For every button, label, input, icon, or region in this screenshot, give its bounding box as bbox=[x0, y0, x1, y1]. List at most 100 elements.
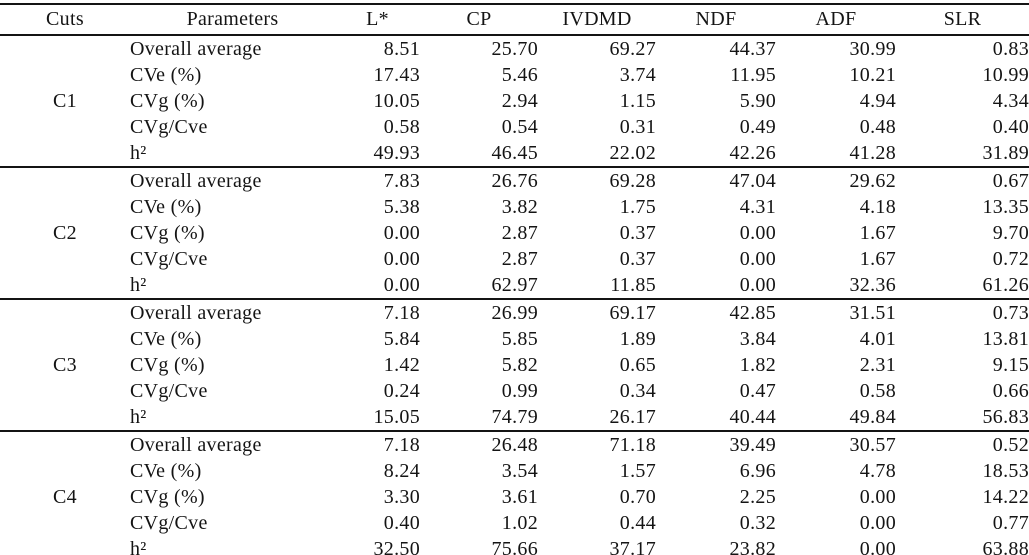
value-cell: 10.05 bbox=[373, 90, 420, 112]
table-row: C4 Overall average 7.18 26.48 71.18 39.49 30.5… bbox=[0, 430, 1029, 555]
column-header-cp: CP bbox=[420, 4, 538, 36]
value-cell: 0.65 bbox=[619, 354, 656, 376]
value-cell: 7.18 bbox=[335, 298, 420, 326]
value-cell: 69.17 bbox=[538, 298, 656, 326]
value-cell: 1.15 bbox=[619, 90, 656, 112]
value-cell: 26.76 bbox=[420, 166, 538, 194]
value-cell: 0.40 bbox=[383, 512, 420, 534]
value-cell: 42.85 bbox=[656, 298, 776, 326]
value-cell: 4.18 bbox=[859, 196, 896, 218]
value-cell: 11.95 bbox=[730, 64, 776, 86]
value-cell: 1.67 bbox=[859, 248, 896, 270]
value-cell: 0.31 bbox=[619, 116, 656, 138]
value-cell: 18.53 bbox=[982, 460, 1029, 482]
column-header-l-star: L* bbox=[335, 4, 420, 36]
column-header-ndf: NDF bbox=[656, 4, 776, 36]
value-cell: 0.77 bbox=[992, 512, 1029, 534]
table-row: CVg/Cve 0.58 0.54 0.31 0.49 0.48 0.40 bbox=[0, 114, 1029, 140]
value-cell: 3.61 bbox=[501, 486, 538, 508]
table-row: C3 Overall average 7.18 26.99 69.17 42.85 31.5… bbox=[0, 298, 1029, 431]
value-cell: 4.34 bbox=[992, 90, 1029, 112]
value-cell: 30.99 bbox=[776, 34, 896, 62]
value-cell: 4.31 bbox=[739, 196, 776, 218]
value-cell: 46.45 bbox=[491, 142, 538, 164]
value-cell: 2.94 bbox=[501, 90, 538, 112]
table-row: h² 0.00 62.97 11.85 0.00 32.36 61.26 bbox=[0, 272, 1029, 299]
parameter-label: h² bbox=[130, 274, 147, 296]
value-cell: 11.85 bbox=[610, 274, 656, 296]
value-cell: 2.31 bbox=[859, 354, 896, 376]
column-header-adf: ADF bbox=[776, 4, 896, 36]
parameter-label: Overall average bbox=[130, 34, 335, 62]
parameter-label: CVg (%) bbox=[130, 222, 205, 244]
value-cell: 1.82 bbox=[739, 354, 776, 376]
table-row: h² 15.05 74.79 26.17 40.44 49.84 56.83 bbox=[0, 404, 1029, 431]
value-cell: 0.00 bbox=[739, 274, 776, 296]
value-cell: 3.82 bbox=[501, 196, 538, 218]
value-cell: 4.01 bbox=[859, 328, 896, 350]
value-cell: 42.26 bbox=[729, 142, 776, 164]
value-cell: 47.04 bbox=[656, 166, 776, 194]
value-cell: 0.00 bbox=[383, 274, 420, 296]
value-cell: 0.48 bbox=[859, 116, 896, 138]
value-cell: 0.58 bbox=[383, 116, 420, 138]
table-row: h² 32.50 75.66 37.17 23.82 0.00 63.88 bbox=[0, 536, 1029, 555]
value-cell: 0.54 bbox=[501, 116, 538, 138]
value-cell: 26.17 bbox=[609, 406, 656, 428]
parameter-label: CVg (%) bbox=[130, 486, 205, 508]
parameter-label: CVg (%) bbox=[130, 90, 205, 112]
value-cell: 8.24 bbox=[383, 460, 420, 482]
value-cell: 17.43 bbox=[373, 64, 420, 86]
parameter-label: CVg/Cve bbox=[130, 248, 208, 270]
value-cell: 10.99 bbox=[982, 64, 1029, 86]
value-cell: 31.51 bbox=[776, 298, 896, 326]
table-row: CVg/Cve 0.24 0.99 0.34 0.47 0.58 0.66 bbox=[0, 378, 1029, 404]
cut-label: C2 bbox=[0, 166, 130, 299]
table-row: C2 Overall average 7.83 26.76 69.28 47.04 29.6… bbox=[0, 166, 1029, 299]
value-cell: 0.72 bbox=[992, 248, 1029, 270]
table-row: CVg (%) 0.00 2.87 0.37 0.00 1.67 9.70 bbox=[0, 220, 1029, 246]
value-cell: 0.83 bbox=[896, 34, 1029, 62]
table-row: C1 Overall average 8.51 25.70 69.27 44.37 30.9… bbox=[0, 34, 1029, 167]
value-cell: 2.87 bbox=[501, 222, 538, 244]
value-cell: 49.84 bbox=[849, 406, 896, 428]
value-cell: 3.74 bbox=[619, 64, 656, 86]
parameter-label: Overall average bbox=[130, 298, 335, 326]
value-cell: 5.90 bbox=[739, 90, 776, 112]
value-cell: 0.99 bbox=[501, 380, 538, 402]
header-row: Cuts Parameters L* CP IVDMD NDF ADF SLR bbox=[0, 4, 1029, 36]
value-cell: 63.88 bbox=[982, 538, 1029, 555]
value-cell: 26.99 bbox=[420, 298, 538, 326]
value-cell: 75.66 bbox=[491, 538, 538, 555]
value-cell: 0.24 bbox=[383, 380, 420, 402]
value-cell: 22.02 bbox=[609, 142, 656, 164]
value-cell: 32.36 bbox=[849, 274, 896, 296]
parameter-label: CVe (%) bbox=[130, 196, 202, 218]
parameter-label: h² bbox=[130, 538, 147, 555]
value-cell: 0.49 bbox=[739, 116, 776, 138]
value-cell: 7.18 bbox=[335, 430, 420, 458]
parameter-label: CVe (%) bbox=[130, 460, 202, 482]
column-header-parameters: Parameters bbox=[130, 4, 335, 36]
table-row: h² 49.93 46.45 22.02 42.26 41.28 31.89 bbox=[0, 140, 1029, 167]
parameter-label: h² bbox=[130, 142, 147, 164]
table-header: Cuts Parameters L* CP IVDMD NDF ADF SLR bbox=[0, 4, 1029, 36]
value-cell: 29.62 bbox=[776, 166, 896, 194]
value-cell: 1.02 bbox=[501, 512, 538, 534]
value-cell: 1.75 bbox=[619, 196, 656, 218]
parameter-label: CVe (%) bbox=[130, 328, 202, 350]
value-cell: 15.05 bbox=[373, 406, 420, 428]
value-cell: 5.46 bbox=[501, 64, 538, 86]
cut-label: C1 bbox=[0, 34, 130, 167]
value-cell: 0.00 bbox=[739, 248, 776, 270]
value-cell: 0.32 bbox=[739, 512, 776, 534]
parameter-label: CVg/Cve bbox=[130, 380, 208, 402]
value-cell: 0.00 bbox=[383, 222, 420, 244]
value-cell: 4.78 bbox=[859, 460, 896, 482]
value-cell: 30.57 bbox=[776, 430, 896, 458]
table-body: C1 Overall average 8.51 25.70 69.27 44.37 30.9… bbox=[0, 34, 1029, 555]
value-cell: 0.00 bbox=[859, 486, 896, 508]
parameter-label: h² bbox=[130, 406, 147, 428]
value-cell: 44.37 bbox=[656, 34, 776, 62]
